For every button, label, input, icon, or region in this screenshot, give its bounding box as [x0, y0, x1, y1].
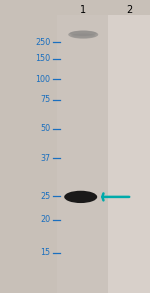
Ellipse shape: [70, 31, 97, 36]
Text: 25: 25: [40, 192, 50, 201]
Text: 50: 50: [40, 125, 50, 133]
Text: 1: 1: [80, 5, 86, 15]
Text: 37: 37: [40, 154, 50, 163]
Ellipse shape: [71, 33, 95, 38]
Text: 100: 100: [35, 75, 50, 84]
Text: 2: 2: [126, 5, 132, 15]
Bar: [108, 15, 150, 293]
Ellipse shape: [64, 191, 97, 203]
Text: 75: 75: [40, 95, 50, 104]
Text: 20: 20: [40, 215, 50, 224]
Ellipse shape: [68, 30, 98, 39]
Text: 15: 15: [40, 248, 50, 257]
Bar: [57, 15, 108, 293]
Text: 250: 250: [35, 38, 50, 47]
Text: 150: 150: [35, 54, 50, 63]
